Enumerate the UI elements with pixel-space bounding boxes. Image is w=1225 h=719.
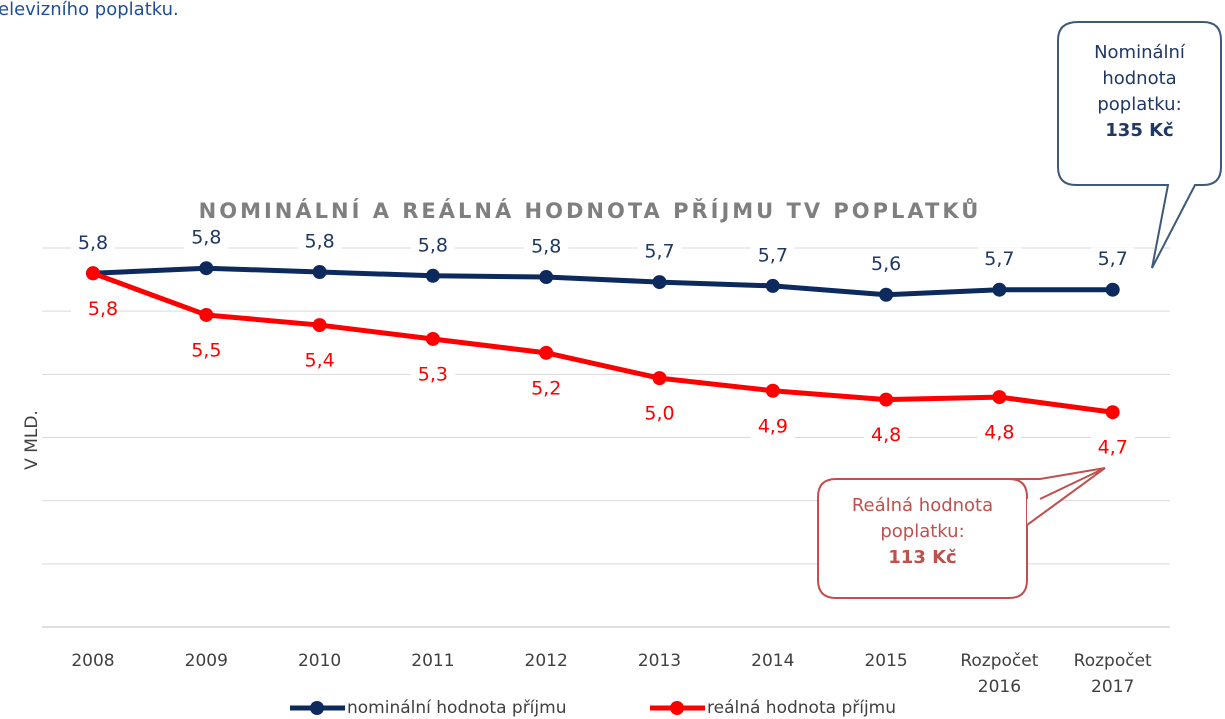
label-bg	[637, 240, 682, 265]
label-bg	[524, 235, 569, 260]
intro-text: elevizního poplatku.	[0, 0, 179, 20]
label-bg	[977, 421, 1022, 446]
data-label: 5,8	[304, 231, 334, 253]
data-label: 5,8	[191, 227, 221, 249]
data-label: 5,6	[871, 253, 901, 275]
callout-value: 113 Kč	[888, 547, 957, 568]
x-tick-label: 2014	[751, 651, 795, 671]
label-bg	[864, 423, 909, 448]
x-tick-label: Rozpočet 2017	[1073, 651, 1152, 697]
x-tick-label: 2009	[184, 651, 228, 671]
point	[199, 261, 214, 276]
label-bg	[977, 247, 1022, 272]
data-label: 4,8	[871, 424, 901, 446]
point	[652, 371, 667, 386]
label-bg	[184, 226, 229, 251]
data-label: 5,3	[418, 363, 448, 385]
labels: 5,8 5,8 5,8 5,8 5,8 5,7 5,7 5,6 5,7 5,7 5,8 5,5 5,4 5…	[71, 226, 1135, 461]
nominal-callout: Nominální hodnota poplatku: 135 Kč	[1062, 40, 1217, 144]
callout-text: Nominální hodnota poplatku:	[1094, 42, 1185, 115]
point	[86, 266, 100, 281]
legend-label: reálná hodnota příjmu	[707, 698, 896, 718]
point	[312, 318, 327, 333]
lines	[86, 261, 1120, 420]
point	[765, 278, 780, 293]
label-bg	[524, 376, 569, 401]
real-callout: Reálná hodnota poplatku: 113 Kč	[822, 493, 1023, 571]
y-axis-label: V MLD.	[22, 410, 42, 470]
data-label: 4,7	[1098, 437, 1128, 459]
data-label: 4,8	[984, 422, 1014, 444]
label-bg	[71, 297, 115, 322]
point	[992, 282, 1007, 297]
data-label: 5,7	[984, 248, 1014, 270]
x-tick-label: Rozpočet 2016	[960, 651, 1039, 697]
legend: nominální hodnota příjmu reálná hodnota p…	[290, 698, 896, 718]
legend-label: nominální hodnota příjmu	[347, 698, 566, 718]
data-label: 5,4	[304, 350, 334, 372]
data-label: 5,7	[644, 241, 674, 263]
point	[992, 390, 1007, 405]
x-tick-label: 2013	[637, 651, 682, 671]
legend-marker	[310, 701, 324, 715]
label-bg	[184, 338, 229, 363]
point	[765, 383, 780, 398]
x-tick-label: 2015	[864, 651, 908, 671]
label-bg	[750, 243, 795, 268]
label-bg	[637, 402, 682, 427]
point	[199, 307, 214, 322]
label-bg	[410, 362, 455, 387]
label-bg	[297, 349, 342, 374]
label-bg	[410, 233, 455, 258]
data-label: 5,7	[1098, 248, 1128, 270]
label-bg	[297, 230, 342, 255]
nominal-callout-box	[1057, 21, 1222, 269]
label-bg	[864, 252, 909, 277]
data-label: 5,7	[758, 244, 788, 266]
point	[312, 265, 327, 280]
data-label: 5,5	[191, 339, 221, 361]
data-label: 4,9	[758, 415, 788, 437]
point	[539, 270, 554, 285]
point	[652, 275, 667, 290]
data-label: 5,8	[418, 234, 448, 256]
grid	[42, 247, 1170, 628]
data-label: 5,8	[78, 232, 108, 254]
callout-text: Reálná hodnota poplatku:	[851, 495, 994, 542]
point	[425, 268, 440, 283]
data-label: 5,2	[531, 377, 561, 399]
label-bg	[750, 414, 795, 439]
callout-value: 135 Kč	[1105, 120, 1174, 141]
label-bg	[71, 231, 115, 256]
legend-marker	[670, 701, 684, 715]
real-callout-tail-edge	[1026, 467, 1106, 526]
series-line	[92, 265, 1113, 298]
chart-title: NOMINÁLNÍ A REÁLNÁ HODNOTA PŘÍJMU TV POP…	[199, 198, 982, 223]
label-bg	[1090, 436, 1135, 461]
point	[539, 345, 554, 360]
series-line	[92, 270, 1114, 415]
point	[1105, 282, 1120, 297]
x-tick-label: 2011	[411, 651, 455, 671]
data-label: 5,8	[88, 298, 118, 320]
point	[1105, 405, 1120, 420]
point	[879, 392, 894, 407]
point	[425, 331, 440, 346]
data-label: 5,8	[531, 236, 561, 258]
data-label: 5,0	[644, 403, 674, 425]
x-tick-label: 2008	[71, 651, 115, 671]
x-tick-label: 2010	[297, 651, 342, 671]
label-bg	[1090, 247, 1135, 272]
point	[879, 287, 894, 302]
x-tick-label: 2012	[524, 651, 568, 671]
